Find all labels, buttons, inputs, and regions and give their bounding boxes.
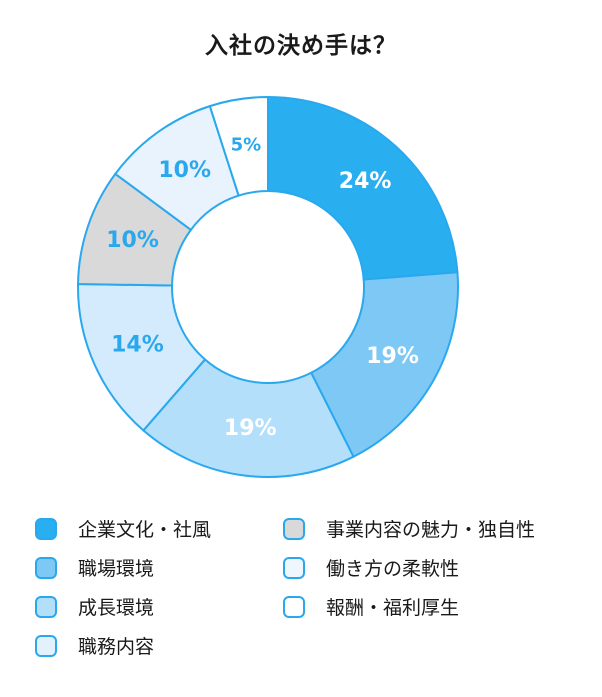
legend-swatch <box>35 556 57 579</box>
slice-value-label: 10% <box>158 158 211 183</box>
legend-label: 成長環境 <box>78 597 155 619</box>
legend-label: 職場環境 <box>78 558 155 580</box>
slice-value-label: 5% <box>231 135 262 156</box>
donut-slice <box>309 271 459 459</box>
slice-value-label: 24% <box>339 169 392 194</box>
legend-swatch <box>283 556 305 579</box>
legend-label: 働き方の柔軟性 <box>326 558 460 580</box>
slice-value-label: 14% <box>111 332 164 357</box>
legend-label: 職務内容 <box>78 636 155 658</box>
donut-slice <box>208 95 269 197</box>
legend-swatch <box>35 595 57 618</box>
legend-label: 企業文化・社風 <box>78 519 212 541</box>
legend-item: 企業文化・社風 <box>35 515 211 542</box>
slice-value-label: 19% <box>224 416 277 441</box>
donut-chart: 24% 19% 19% 14% 10% 10% 5% <box>77 95 459 478</box>
legend-item: 報酬・福利厚生 <box>283 593 459 620</box>
legend-label: 事業内容の魅力・独自性 <box>326 519 536 541</box>
donut-slice <box>267 95 459 281</box>
slice-value-label: 10% <box>106 228 159 253</box>
chart-title: 入社の決め手は？ <box>205 33 397 59</box>
legend-label: 報酬・福利厚生 <box>326 597 460 619</box>
legend-item: 事業内容の魅力・独自性 <box>283 515 535 542</box>
legend-item: 働き方の柔軟性 <box>283 554 459 581</box>
legend-item: 職務内容 <box>35 632 154 659</box>
legend-swatch <box>283 517 305 540</box>
legend-swatch <box>283 595 305 618</box>
donut-slice <box>141 358 355 478</box>
legend-item: 職場環境 <box>35 554 154 581</box>
slice-value-label: 19% <box>366 344 419 369</box>
legend-swatch <box>35 634 57 657</box>
legend-swatch <box>35 517 57 540</box>
legend-item: 成長環境 <box>35 593 154 620</box>
